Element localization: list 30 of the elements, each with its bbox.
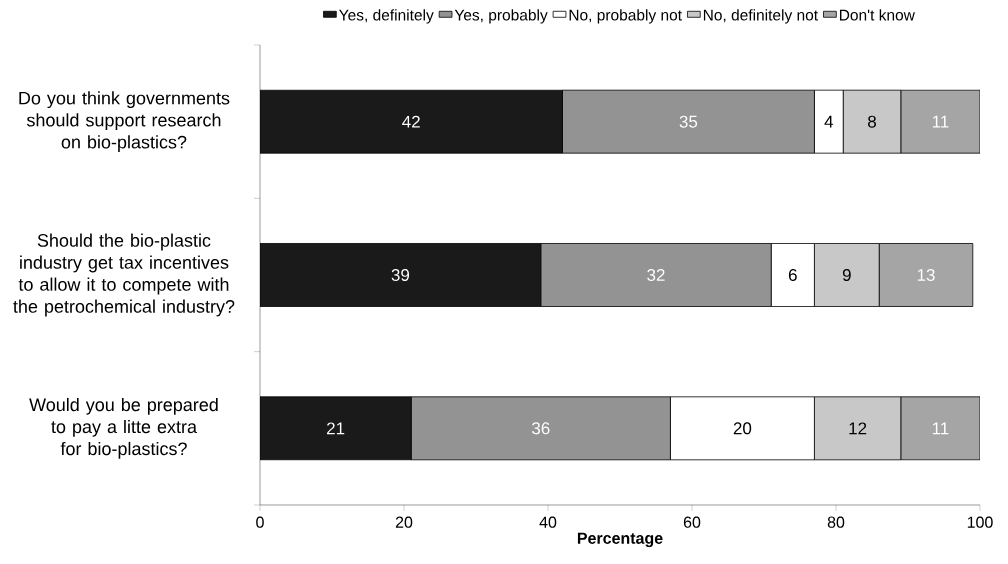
x-tick-label: 0 bbox=[256, 516, 264, 528]
data-label: 32 bbox=[647, 268, 665, 282]
data-label: 8 bbox=[868, 115, 876, 128]
x-axis-title: Percentage bbox=[577, 532, 663, 548]
data-label: 6 bbox=[788, 268, 797, 282]
data-label: 9 bbox=[842, 268, 851, 282]
data-label: 4 bbox=[824, 115, 834, 128]
x-tick-label: 60 bbox=[683, 516, 701, 528]
data-label: 36 bbox=[532, 422, 550, 435]
x-tick-label: 100 bbox=[967, 516, 993, 528]
data-label: 39 bbox=[391, 268, 410, 282]
data-label: 42 bbox=[402, 115, 420, 128]
data-label: 11 bbox=[932, 115, 949, 128]
legend-label: Yes, definitely bbox=[339, 9, 434, 24]
legend-label: Yes, probably bbox=[454, 9, 548, 24]
legend-label: No, definitely not bbox=[703, 9, 818, 24]
x-tick-label: 20 bbox=[395, 516, 413, 528]
data-label: 20 bbox=[733, 422, 752, 435]
y-tick-label: Would you be prepared to pay a litte extra for bio-plastics? bbox=[29, 397, 218, 459]
legend-label: No, probably not bbox=[569, 9, 682, 24]
data-label: 13 bbox=[917, 268, 935, 282]
x-tick-label: 80 bbox=[827, 516, 845, 528]
data-label: 11 bbox=[932, 422, 949, 435]
y-tick-label: Do you think governments should support research on bio-plastics? bbox=[19, 91, 230, 153]
legend-label: Don't know bbox=[839, 9, 915, 21]
data-label: 21 bbox=[327, 422, 345, 435]
data-label: 12 bbox=[849, 422, 867, 435]
x-tick-label: 40 bbox=[539, 516, 557, 528]
y-tick-label: Should the bio-plastic industry get tax incentives to allow it to compete with the petrochemical industry? bbox=[13, 233, 235, 317]
data-label: 35 bbox=[679, 115, 698, 128]
